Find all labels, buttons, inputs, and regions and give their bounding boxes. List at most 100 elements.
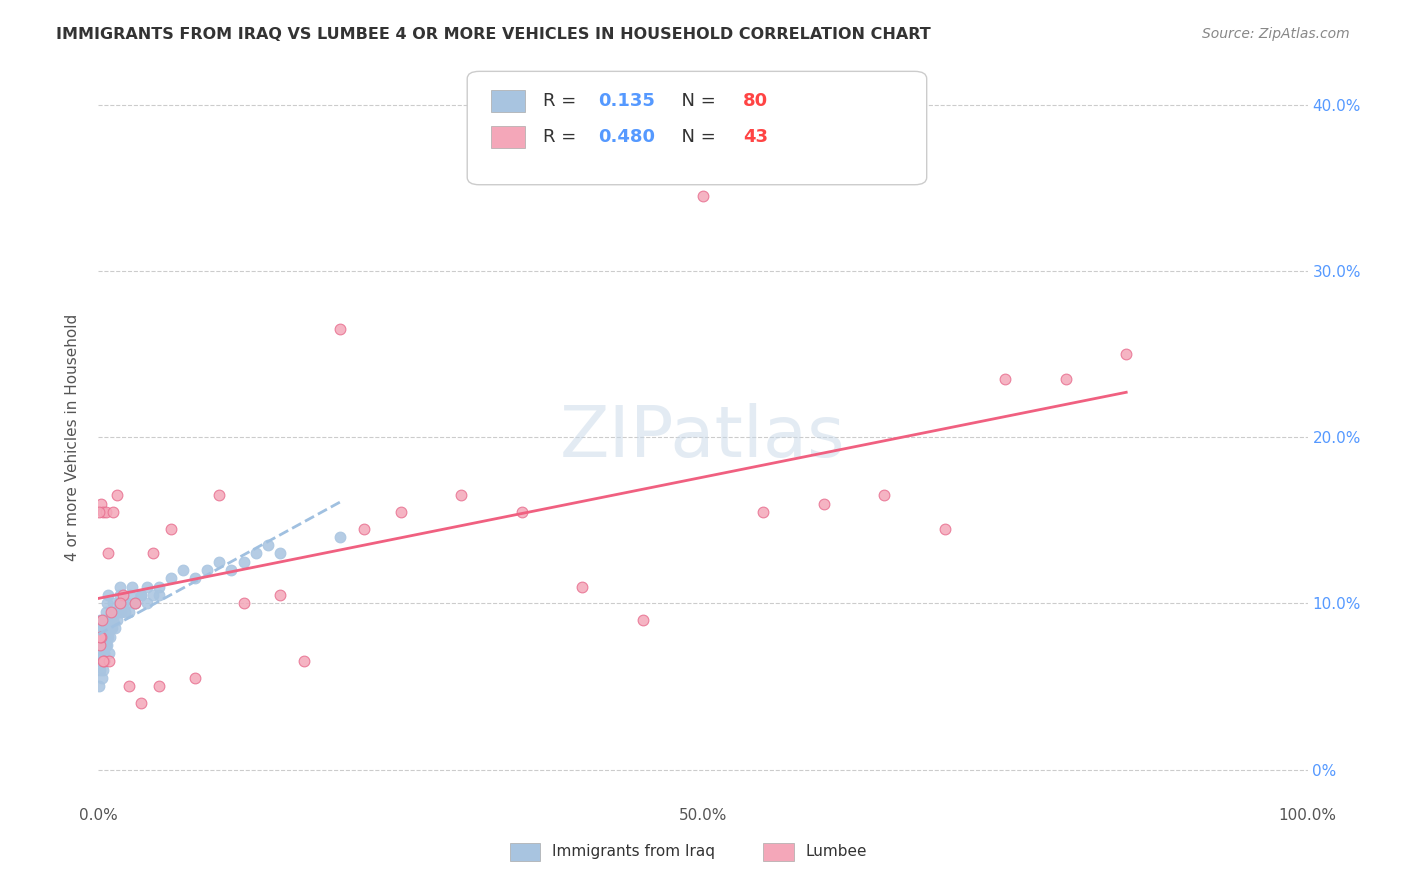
Text: 0.135: 0.135	[598, 92, 655, 110]
Point	[232, 596, 254, 610]
Text: 80: 80	[742, 92, 768, 110]
Point	[93, 646, 115, 660]
Point	[873, 488, 896, 502]
Point	[245, 546, 267, 560]
Point	[129, 588, 152, 602]
Point	[510, 505, 533, 519]
Text: Immigrants from Iraq: Immigrants from Iraq	[551, 845, 714, 859]
Point	[89, 638, 111, 652]
Point	[89, 655, 111, 669]
Point	[93, 630, 115, 644]
Point	[90, 497, 112, 511]
Point	[1115, 347, 1137, 361]
Point	[124, 596, 146, 610]
Point	[90, 621, 112, 635]
Point	[91, 613, 114, 627]
Text: N =: N =	[671, 92, 721, 110]
FancyBboxPatch shape	[467, 71, 927, 185]
Point	[94, 613, 117, 627]
Point	[101, 613, 124, 627]
FancyBboxPatch shape	[492, 90, 526, 112]
Point	[752, 505, 775, 519]
Point	[111, 596, 134, 610]
Point	[89, 630, 111, 644]
Point	[118, 605, 141, 619]
Point	[142, 588, 165, 602]
Text: 43: 43	[742, 128, 768, 146]
Point	[96, 638, 118, 652]
Point	[101, 596, 124, 610]
Point	[813, 497, 835, 511]
Point	[269, 546, 291, 560]
Text: Source: ZipAtlas.com: Source: ZipAtlas.com	[1202, 27, 1350, 41]
Point	[96, 621, 118, 635]
Point	[110, 605, 132, 619]
Point	[90, 630, 112, 644]
Point	[256, 538, 278, 552]
Point	[93, 655, 115, 669]
FancyBboxPatch shape	[509, 843, 540, 862]
Point	[90, 646, 112, 660]
Point	[91, 621, 114, 635]
Point	[97, 546, 120, 560]
Point	[114, 605, 136, 619]
Point	[90, 646, 112, 660]
Text: ZIPatlas: ZIPatlas	[560, 402, 846, 472]
Point	[105, 488, 128, 502]
Point	[101, 505, 124, 519]
Point	[96, 638, 118, 652]
Point	[221, 563, 243, 577]
Point	[118, 588, 141, 602]
Point	[184, 571, 207, 585]
Point	[87, 680, 110, 694]
Text: Lumbee: Lumbee	[806, 845, 868, 859]
Point	[91, 655, 114, 669]
Point	[105, 613, 128, 627]
Point	[93, 613, 115, 627]
Point	[94, 505, 117, 519]
Point	[1054, 372, 1077, 386]
Point	[195, 563, 218, 577]
Point	[98, 630, 121, 644]
Point	[117, 596, 139, 610]
Point	[91, 638, 114, 652]
Point	[108, 580, 131, 594]
Point	[90, 655, 112, 669]
Point	[121, 580, 143, 594]
Text: N =: N =	[671, 128, 721, 146]
Point	[96, 596, 118, 610]
Point	[91, 663, 114, 677]
Point	[89, 646, 111, 660]
Point	[91, 638, 114, 652]
Point	[96, 613, 118, 627]
FancyBboxPatch shape	[492, 126, 526, 148]
Point	[118, 680, 141, 694]
Point	[208, 488, 231, 502]
Point	[692, 189, 714, 203]
Point	[89, 638, 111, 652]
Point	[89, 646, 111, 660]
Point	[934, 521, 956, 535]
Point	[98, 613, 121, 627]
Point	[329, 322, 352, 336]
Point	[148, 680, 170, 694]
Point	[89, 613, 111, 627]
Point	[111, 596, 134, 610]
Point	[89, 663, 111, 677]
Point	[103, 605, 125, 619]
Point	[160, 521, 183, 535]
Point	[105, 605, 128, 619]
Point	[329, 530, 352, 544]
Point	[129, 588, 152, 602]
Point	[107, 605, 129, 619]
Point	[91, 671, 114, 685]
Point	[94, 605, 117, 619]
Point	[184, 671, 207, 685]
Point	[91, 646, 114, 660]
Point	[97, 588, 120, 602]
Point	[353, 521, 375, 535]
Point	[172, 563, 194, 577]
Point	[93, 655, 115, 669]
Point	[135, 580, 157, 594]
Point	[389, 505, 412, 519]
